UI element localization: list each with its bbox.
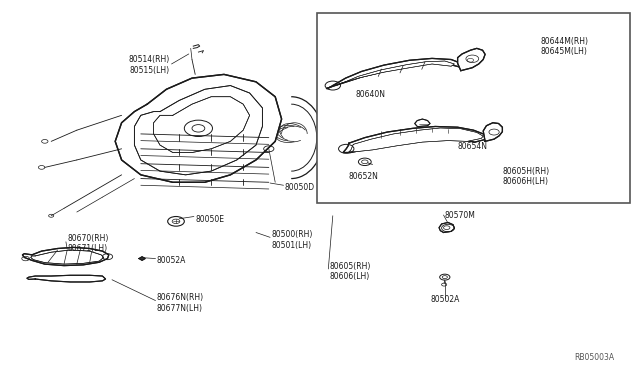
Polygon shape bbox=[349, 128, 483, 152]
Text: 80050E: 80050E bbox=[195, 215, 224, 224]
Polygon shape bbox=[139, 257, 145, 260]
Text: 80640N: 80640N bbox=[355, 90, 385, 99]
Polygon shape bbox=[439, 222, 454, 232]
Text: 80570M: 80570M bbox=[445, 211, 476, 220]
Text: 80670(RH)
80671(LH): 80670(RH) 80671(LH) bbox=[67, 234, 109, 253]
Text: 80052A: 80052A bbox=[157, 256, 186, 265]
Text: 80514(RH)
80515(LH): 80514(RH) 80515(LH) bbox=[129, 55, 170, 75]
Polygon shape bbox=[483, 123, 502, 141]
Text: 80605(RH)
80606(LH): 80605(RH) 80606(LH) bbox=[330, 262, 371, 281]
Text: 80644M(RH)
80645M(LH): 80644M(RH) 80645M(LH) bbox=[541, 37, 589, 56]
Text: 80654N: 80654N bbox=[458, 142, 488, 151]
Polygon shape bbox=[415, 119, 430, 126]
Polygon shape bbox=[334, 61, 454, 86]
Text: RB05003A: RB05003A bbox=[574, 353, 614, 362]
Bar bbox=[317, 13, 630, 203]
Text: 80500(RH)
80501(LH): 80500(RH) 80501(LH) bbox=[272, 230, 314, 250]
Polygon shape bbox=[22, 247, 109, 266]
Text: 80652N: 80652N bbox=[349, 172, 379, 181]
Polygon shape bbox=[31, 250, 104, 264]
Text: 80502A: 80502A bbox=[430, 295, 460, 304]
Text: 80676N(RH)
80677N(LH): 80676N(RH) 80677N(LH) bbox=[157, 294, 204, 313]
Circle shape bbox=[168, 217, 184, 226]
Text: 80050D: 80050D bbox=[285, 183, 315, 192]
Polygon shape bbox=[115, 74, 282, 182]
Polygon shape bbox=[458, 48, 485, 71]
Text: 80605H(RH)
80606H(LH): 80605H(RH) 80606H(LH) bbox=[502, 167, 550, 186]
Polygon shape bbox=[326, 58, 461, 89]
Polygon shape bbox=[343, 126, 485, 153]
Polygon shape bbox=[154, 97, 250, 153]
Polygon shape bbox=[134, 86, 262, 175]
Polygon shape bbox=[27, 275, 106, 282]
